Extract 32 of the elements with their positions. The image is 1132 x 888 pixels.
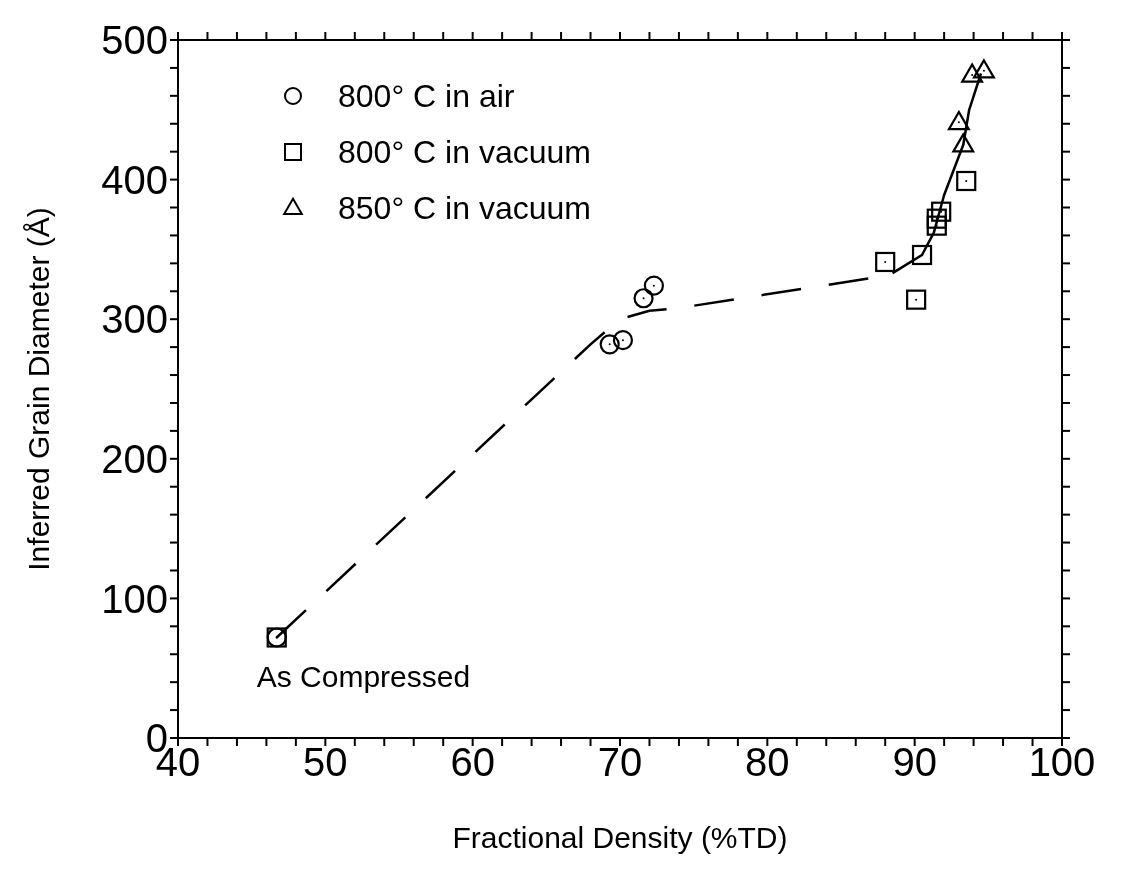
point xyxy=(643,275,664,296)
y-tick-label: 300 xyxy=(101,297,168,342)
legend-label: 800° C in vacuum xyxy=(338,133,591,171)
point xyxy=(926,208,947,229)
x-tick-label: 50 xyxy=(303,740,348,785)
point xyxy=(911,244,933,266)
y-tick-label: 100 xyxy=(101,576,168,621)
point xyxy=(956,170,977,192)
y-tick-label: 200 xyxy=(101,437,168,481)
point xyxy=(875,251,896,273)
legend-label: 800° C in air xyxy=(338,77,515,115)
point xyxy=(906,289,927,310)
point xyxy=(961,63,984,83)
y-tick-label: 400 xyxy=(101,157,168,202)
x-tick-label: 70 xyxy=(597,740,643,785)
annotation: As Compressed xyxy=(256,660,471,694)
point xyxy=(947,110,970,131)
x-tick-label: 80 xyxy=(745,740,790,785)
x-tick-label: 60 xyxy=(450,740,495,785)
x-axis-title: Fractional Density (%TD) xyxy=(452,821,788,854)
y-axis-title: Inferred Grain Diameter (Å) xyxy=(21,207,55,571)
point xyxy=(599,334,620,355)
x-tick-label: 100 xyxy=(1028,740,1096,785)
point xyxy=(952,133,975,153)
legend-label: 850° C in vacuum xyxy=(338,189,591,227)
point xyxy=(972,59,995,79)
point xyxy=(931,201,952,222)
point xyxy=(926,215,947,236)
point xyxy=(612,330,634,351)
point xyxy=(633,288,654,309)
x-tick-label: 90 xyxy=(892,740,937,785)
y-tick-label: 500 xyxy=(101,18,168,63)
